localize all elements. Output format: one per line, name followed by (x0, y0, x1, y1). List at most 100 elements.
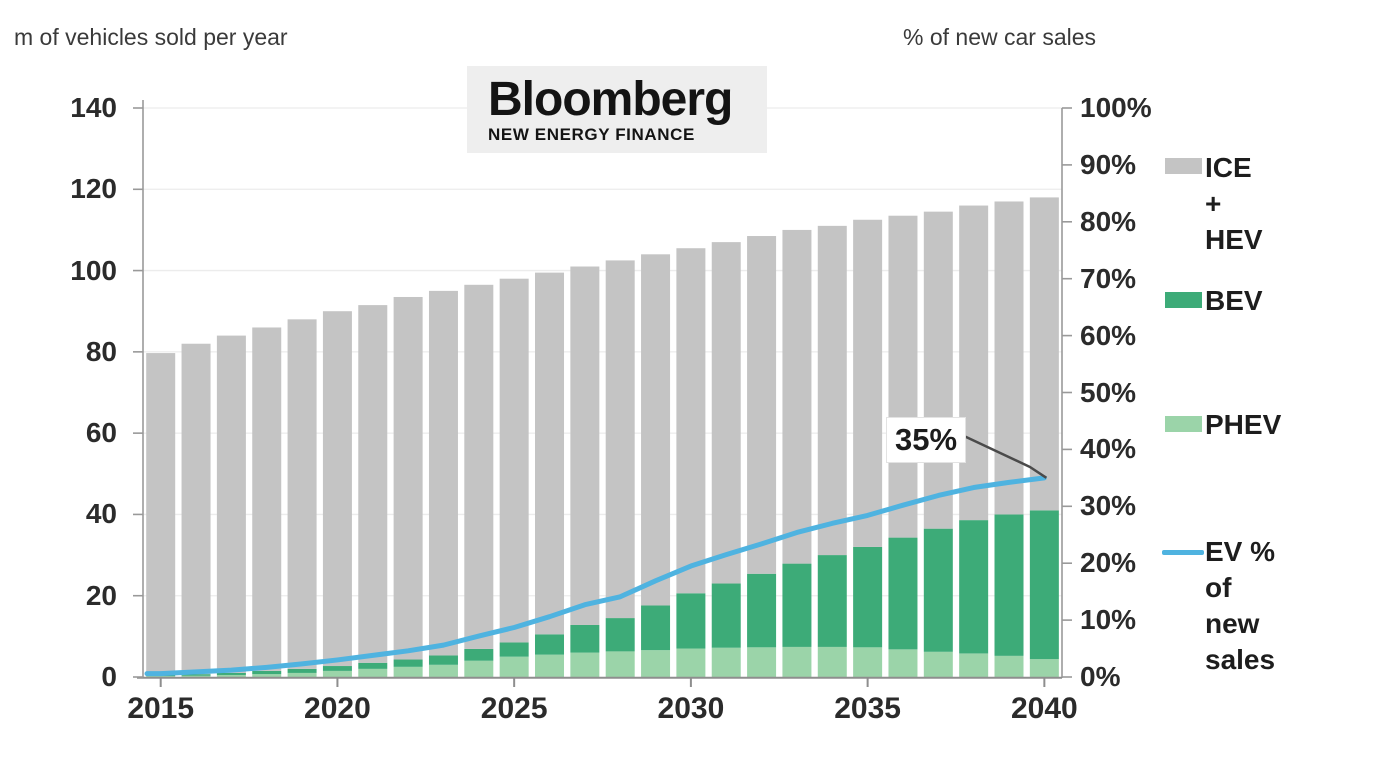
bar-2027-phev (570, 652, 600, 677)
bloomberg-logo-wordmark: Bloomberg (488, 72, 733, 126)
x-axis-label-2015: 2015 (127, 692, 195, 725)
bar-2019-bev (287, 668, 317, 673)
bloomberg-logo: Bloomberg NEW ENERGY FINANCE (467, 66, 767, 153)
y-axis-left-label-60: 60 (85, 417, 117, 449)
bar-2021-bev (358, 662, 388, 669)
bar-2031-bev (711, 583, 741, 648)
bar-2017-bev (216, 672, 246, 675)
bar-2037-phev (923, 651, 953, 677)
bar-2035-bev (853, 546, 883, 648)
y-axis-left-label-80: 80 (85, 335, 117, 367)
x-axis-label-2040: 2040 (1010, 692, 1078, 725)
bar-2039-ice-hev (994, 201, 1024, 515)
bar-2019-phev (287, 672, 317, 677)
bar-2026-bev (535, 634, 565, 655)
y-axis-left-label-0: 0 (101, 661, 117, 692)
y-axis-left-label-40: 40 (85, 498, 117, 530)
y-axis-right-label-80%: 80% (1080, 205, 1137, 237)
bar-2015-ice-hev (146, 353, 176, 675)
bar-2024-phev (464, 660, 494, 677)
bloomberg-logo-subtitle: NEW ENERGY FINANCE (488, 124, 695, 144)
bar-2028-phev (605, 651, 635, 677)
bar-2023-ice-hev (428, 290, 458, 656)
bar-2022-phev (393, 666, 423, 677)
x-axis-label-2025: 2025 (480, 692, 548, 725)
bar-2038-ice-hev (959, 205, 989, 521)
bar-2028-ice-hev (605, 260, 635, 619)
bar-2032-ice-hev (747, 236, 777, 574)
bar-2038-bev (959, 520, 989, 654)
bar-2021-phev (358, 668, 388, 677)
ev-share-line-swatch (1162, 550, 1204, 555)
bar-2018-bev (252, 670, 282, 675)
bar-2029-phev (641, 650, 671, 677)
legend-label-ice-hev: ICE + HEV (1205, 152, 1263, 255)
bar-2033-bev (782, 563, 812, 647)
bar-2036-phev (888, 649, 918, 677)
bar-2035-phev (853, 647, 883, 677)
y-axis-right-label-90%: 90% (1080, 148, 1137, 180)
bar-2016-bev (181, 674, 211, 676)
ev-share-line (144, 475, 1047, 677)
bar-2025-phev (499, 656, 529, 677)
bar-2023-bev (428, 655, 458, 665)
bar-2019-ice-hev (287, 319, 317, 669)
x-axis-label-2030: 2030 (657, 692, 725, 725)
bar-2028-bev (605, 618, 635, 652)
y-axis-right-label-30%: 30% (1080, 490, 1137, 522)
bar-2037-bev (923, 528, 953, 652)
legend-label-phev: PHEV (1205, 409, 1282, 440)
bar-2022-ice-hev (393, 296, 423, 660)
bar-2029-ice-hev (641, 254, 671, 606)
bar-2030-bev (676, 593, 706, 649)
bar-2017-phev (216, 674, 246, 677)
x-axis-label-2020: 2020 (304, 692, 371, 725)
bar-2021-ice-hev (358, 305, 388, 663)
bar-2025-ice-hev (499, 278, 529, 643)
bar-2033-phev (782, 646, 812, 677)
bar-2031-ice-hev (711, 242, 741, 584)
bar-2020-phev (322, 670, 352, 677)
bar-2030-ice-hev (676, 248, 706, 594)
y-axis-left-label-140: 140 (70, 92, 117, 123)
annotation-pointer-line (963, 434, 1048, 479)
bar-2032-bev (747, 573, 777, 648)
bar-2029-bev (641, 605, 671, 651)
ev-share-annotation-text: 35% (894, 422, 958, 457)
legend-label-ev-share: EV % of new sales (1205, 536, 1276, 675)
y-axis-right-label-10%: 10% (1080, 604, 1137, 636)
ev-share-annotation: 35% (886, 417, 966, 463)
y-axis-right-label-20%: 20% (1080, 547, 1137, 579)
bar-2035-ice-hev (853, 219, 883, 547)
y-axis-left-label-120: 120 (70, 173, 117, 205)
bar-2038-phev (959, 653, 989, 677)
y-axis-right-label-50%: 50% (1080, 376, 1137, 408)
bar-2018-ice-hev (252, 327, 282, 671)
bar-2034-ice-hev (817, 225, 847, 556)
y-axis-right-label-40%: 40% (1080, 433, 1137, 465)
bar-2036-bev (888, 537, 918, 650)
x-axis-label-2035: 2035 (834, 692, 901, 725)
bar-2040-ice-hev (1029, 197, 1059, 511)
bar-2036-ice-hev (888, 215, 918, 538)
bar-2031-phev (711, 647, 741, 677)
bar-2024-bev (464, 648, 494, 661)
bar-2027-bev (570, 624, 600, 653)
y-axis-left-label-100: 100 (70, 254, 117, 286)
bar-2034-phev (817, 646, 847, 677)
bar-2015-phev (146, 676, 176, 677)
bar-2025-bev (499, 642, 529, 657)
bar-2020-bev (322, 666, 352, 671)
bar-2017-ice-hev (216, 335, 246, 673)
bar-2026-ice-hev (535, 272, 565, 635)
bar-2020-ice-hev (322, 311, 352, 667)
bar-2022-bev (393, 659, 423, 667)
bar-2040-phev (1029, 659, 1059, 677)
bar-2024-ice-hev (464, 284, 494, 649)
y-axis-left-label-20: 20 (85, 579, 117, 611)
bar-2040-bev (1029, 510, 1059, 660)
bar-2037-ice-hev (923, 211, 953, 529)
bar-2033-ice-hev (782, 229, 812, 564)
left-axis-title: m of vehicles sold per year (14, 24, 288, 50)
bar-2030-phev (676, 648, 706, 677)
